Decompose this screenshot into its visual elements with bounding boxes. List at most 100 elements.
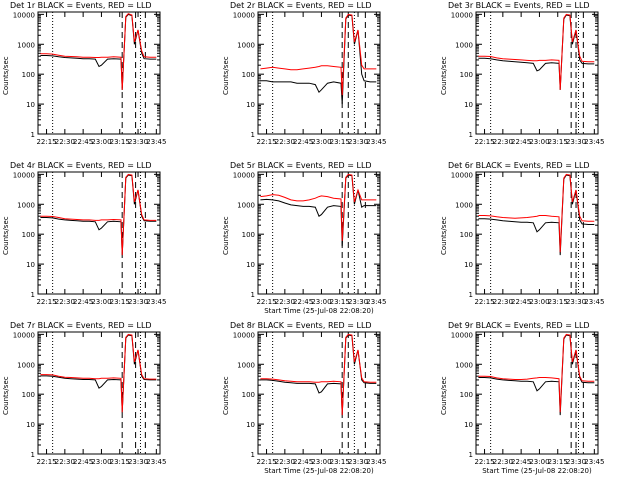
- x-tick-label: 22:15: [36, 458, 56, 466]
- x-tick-label: 22:45: [511, 298, 531, 306]
- x-tick-label: 23:00: [311, 138, 331, 146]
- y-axis-label: Counts/sec: [222, 56, 230, 95]
- x-tick-label: 23:15: [110, 298, 130, 306]
- y-tick-label: 1: [251, 451, 255, 459]
- y-tick-label: 10000: [13, 331, 35, 339]
- x-tick-label: 22:15: [474, 138, 494, 146]
- plot-frame: [257, 11, 381, 135]
- x-tick-label: 22:45: [73, 298, 93, 306]
- panel-det-6: Det 6r BLACK = Events, RED = LLD Counts/s…: [440, 161, 604, 306]
- y-tick-label: 1: [251, 291, 255, 299]
- x-tick-label: 23:45: [146, 298, 166, 306]
- plot-frame: [475, 331, 599, 455]
- x-tick-label: 22:15: [474, 458, 494, 466]
- y-axis-label: Counts/sec: [2, 376, 10, 415]
- y-axis-label: Counts/sec: [440, 56, 448, 95]
- x-tick-label: 23:00: [91, 458, 111, 466]
- y-tick-label: 1: [469, 131, 473, 139]
- y-tick-label: 1: [31, 291, 35, 299]
- x-tick-label: 23:30: [566, 138, 586, 146]
- x-tick-label: 23:30: [566, 298, 586, 306]
- x-tick-label: 22:15: [474, 298, 494, 306]
- x-tick-label: 22:30: [493, 298, 513, 306]
- panel-title: Det 6r BLACK = Events, RED = LLD: [448, 161, 590, 170]
- y-tick-label: 10: [26, 421, 35, 429]
- panel-title: Det 4r BLACK = Events, RED = LLD: [10, 161, 152, 170]
- x-tick-label: 22:15: [36, 298, 56, 306]
- y-tick-label: 10: [246, 101, 255, 109]
- y-tick-label: 1: [251, 131, 255, 139]
- y-tick-label: 1000: [455, 361, 473, 369]
- x-tick-label: 23:30: [348, 138, 368, 146]
- x-tick-label: 22:45: [293, 458, 313, 466]
- panel-det-9: Det 9r BLACK = Events, RED = LLD Counts/s…: [440, 321, 604, 475]
- y-axis-label: Counts/sec: [2, 56, 10, 95]
- y-tick-label: 100: [242, 231, 255, 239]
- x-tick-label: 22:45: [293, 298, 313, 306]
- x-tick-label: 22:45: [511, 138, 531, 146]
- y-tick-label: 100: [22, 71, 35, 79]
- x-tick-label: 23:30: [348, 298, 368, 306]
- y-tick-label: 1: [469, 291, 473, 299]
- x-axis-label: Start Time (25-Jul-08 22:08:20): [264, 467, 374, 475]
- x-tick-label: 22:15: [36, 138, 56, 146]
- y-tick-label: 1000: [237, 41, 255, 49]
- x-tick-label: 22:30: [55, 458, 75, 466]
- y-tick-label: 10: [464, 421, 473, 429]
- series-line-lld: [40, 13, 157, 90]
- y-tick-label: 100: [242, 71, 255, 79]
- y-tick-label: 10000: [451, 11, 473, 19]
- y-axis-label: Counts/sec: [440, 376, 448, 415]
- y-tick-label: 100: [242, 391, 255, 399]
- series-line-events: [478, 334, 595, 416]
- y-tick-label: 1000: [17, 361, 35, 369]
- x-tick-label: 23:45: [146, 458, 166, 466]
- y-tick-label: 1000: [455, 201, 473, 209]
- x-tick-label: 23:00: [529, 458, 549, 466]
- y-tick-label: 10000: [233, 331, 255, 339]
- x-tick-label: 22:15: [256, 298, 276, 306]
- y-tick-label: 10000: [13, 171, 35, 179]
- y-tick-label: 10000: [233, 171, 255, 179]
- x-tick-label: 23:30: [348, 458, 368, 466]
- series-line-lld: [40, 333, 157, 413]
- x-tick-label: 22:30: [493, 138, 513, 146]
- series-line-events: [260, 174, 377, 247]
- series-line-lld: [478, 13, 595, 90]
- x-tick-label: 22:45: [511, 458, 531, 466]
- panel-title: Det 3r BLACK = Events, RED = LLD: [448, 1, 590, 10]
- y-tick-label: 10: [26, 261, 35, 269]
- panel-title: Det 9r BLACK = Events, RED = LLD: [448, 321, 590, 330]
- panel-det-5: Det 5r BLACK = Events, RED = LLD Counts/s…: [222, 161, 386, 315]
- x-tick-label: 23:45: [584, 138, 604, 146]
- y-tick-label: 1000: [237, 361, 255, 369]
- x-tick-label: 23:00: [311, 458, 331, 466]
- plot-frame: [257, 331, 381, 455]
- y-tick-label: 1000: [17, 201, 35, 209]
- series-line-lld: [478, 333, 595, 413]
- x-tick-label: 22:30: [275, 298, 295, 306]
- series-line-events: [260, 334, 377, 416]
- x-tick-label: 23:30: [128, 458, 148, 466]
- x-tick-label: 22:45: [73, 138, 93, 146]
- panel-title: Det 5r BLACK = Events, RED = LLD: [230, 161, 372, 170]
- panel-det-7: Det 7r BLACK = Events, RED = LLD Counts/s…: [2, 321, 166, 466]
- y-tick-label: 10: [464, 101, 473, 109]
- plot-frame: [475, 11, 599, 135]
- y-tick-label: 10000: [233, 11, 255, 19]
- x-tick-label: 22:15: [256, 458, 276, 466]
- y-tick-label: 1: [31, 451, 35, 459]
- series-line-lld: [260, 173, 377, 241]
- y-tick-label: 10000: [13, 11, 35, 19]
- x-tick-label: 23:15: [330, 298, 350, 306]
- y-tick-label: 100: [22, 231, 35, 239]
- x-tick-label: 23:45: [584, 458, 604, 466]
- x-tick-label: 23:45: [584, 298, 604, 306]
- y-tick-label: 100: [22, 391, 35, 399]
- panel-det-4: Det 4r BLACK = Events, RED = LLD Counts/s…: [2, 161, 166, 306]
- x-tick-label: 22:30: [493, 458, 513, 466]
- x-tick-label: 23:45: [366, 458, 386, 466]
- plot-frame: [37, 331, 161, 455]
- panel-title: Det 2r BLACK = Events, RED = LLD: [230, 1, 372, 10]
- x-tick-label: 23:30: [128, 298, 148, 306]
